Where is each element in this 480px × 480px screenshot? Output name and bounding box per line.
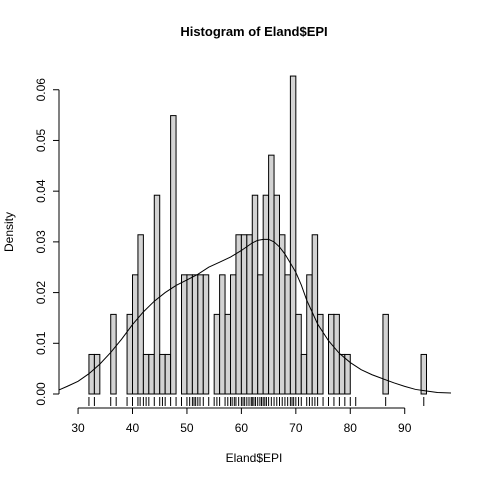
- histogram-bar: [246, 234, 253, 395]
- histogram-bar: [257, 274, 264, 395]
- x-axis: 30 40 50 60 70 80 90: [71, 407, 412, 435]
- x-tick-label: 70: [289, 421, 303, 435]
- histogram-bar: [142, 353, 150, 395]
- histogram-bar: [382, 313, 389, 395]
- histogram-bar: [148, 353, 155, 395]
- x-tick-label: 30: [71, 421, 85, 435]
- histogram-bar: [132, 274, 139, 395]
- histogram-bar: [240, 234, 248, 395]
- histogram-bar: [219, 274, 226, 395]
- histogram-bar: [317, 313, 324, 395]
- chart-title: Histogram of Eland$EPI: [180, 24, 327, 39]
- x-tick-label: 80: [344, 421, 358, 435]
- histogram-bar: [235, 234, 242, 395]
- histogram-bar: [420, 353, 427, 395]
- x-axis-label: Eland$EPI: [226, 451, 283, 465]
- histogram-bar: [338, 353, 346, 395]
- y-tick-label: 0.02: [34, 281, 48, 305]
- y-tick-label: 0.03: [34, 230, 48, 254]
- histogram-bar: [306, 274, 313, 395]
- rug-marks: [88, 397, 425, 406]
- histogram-bar: [295, 313, 302, 395]
- y-tick-label: 0.05: [34, 128, 48, 152]
- y-tick-label: 0.01: [34, 331, 48, 355]
- x-tick-label: 90: [398, 421, 412, 435]
- histogram-bar: [93, 353, 101, 395]
- histogram-bar: [88, 353, 95, 395]
- y-axis: 0.00 0.01 0.02 0.03 0.04 0.05 0.06: [34, 78, 60, 406]
- y-tick-label: 0.04: [34, 179, 48, 203]
- histogram-bar: [268, 154, 275, 395]
- histogram-bar: [170, 115, 177, 395]
- histogram-bar: [197, 274, 204, 395]
- histogram-bar: [262, 194, 270, 395]
- histogram-bar: [333, 313, 340, 395]
- histogram-bars: [88, 75, 427, 395]
- histogram-bar: [213, 313, 221, 395]
- histogram-bar: [191, 274, 199, 395]
- histogram-bar: [181, 274, 188, 395]
- histogram-bar: [300, 353, 308, 395]
- y-axis-label: Density: [2, 212, 16, 252]
- x-tick-label: 40: [126, 421, 140, 435]
- histogram-bar: [273, 194, 280, 395]
- density-curve: [58, 238, 452, 394]
- histogram-bar: [202, 274, 210, 395]
- y-tick-label: 0.00: [34, 382, 48, 406]
- histogram-bar: [328, 313, 335, 395]
- histogram-bar: [159, 353, 166, 395]
- x-tick-label: 50: [180, 421, 194, 435]
- histogram-bar: [251, 194, 259, 395]
- histogram-bar: [164, 353, 172, 395]
- histogram-bar: [230, 274, 237, 395]
- histogram-bar: [224, 313, 231, 395]
- histogram-bar: [284, 274, 291, 395]
- histogram-bar: [279, 234, 286, 395]
- x-tick-label: 60: [235, 421, 249, 435]
- histogram-bar: [110, 313, 117, 395]
- histogram-bar: [344, 353, 351, 395]
- y-tick-label: 0.06: [34, 78, 48, 102]
- histogram-bar: [289, 75, 297, 395]
- histogram-bar: [186, 274, 193, 395]
- histogram-bar: [153, 194, 161, 395]
